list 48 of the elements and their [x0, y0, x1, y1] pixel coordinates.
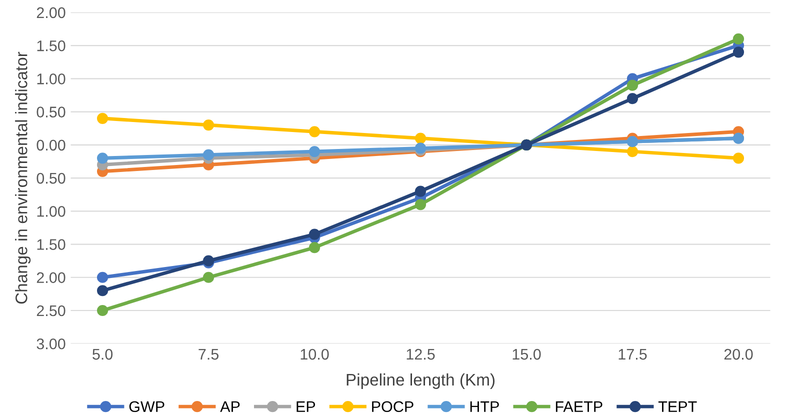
- x-tick-label: 12.5: [406, 348, 435, 360]
- x-tick-label: 15.0: [512, 348, 541, 360]
- x-tick-label: 5.0: [92, 348, 113, 360]
- y-tick-label: 2.00: [36, 7, 66, 18]
- legend-label: EP: [296, 401, 316, 412]
- y-tick-label: 0.00: [36, 140, 66, 151]
- legend-label: TEPT: [658, 401, 697, 412]
- point: [626, 80, 638, 91]
- y-tick-label: 0.50: [36, 172, 66, 184]
- legend-label: FAETP: [556, 401, 602, 412]
- point: [732, 33, 744, 44]
- x-axis-title: Pipeline length (Km): [346, 373, 495, 389]
- point: [202, 272, 214, 283]
- y-tick-label: 1.50: [37, 40, 66, 52]
- point: [626, 92, 638, 104]
- y-tick-label: 0.50: [36, 106, 66, 118]
- point: [732, 152, 744, 164]
- y-tick-label: 2.50: [36, 305, 66, 316]
- point: [414, 198, 426, 210]
- point: [202, 149, 214, 160]
- x-tick-label: 20.0: [724, 348, 753, 360]
- point: [202, 119, 214, 131]
- point: [414, 186, 426, 197]
- y-axis-title: Change in environmental indicator: [15, 52, 31, 304]
- x-tick-label: 10.0: [300, 348, 329, 360]
- legend-label: GWP: [129, 401, 164, 412]
- legend-label: HTP: [470, 401, 499, 412]
- point: [414, 132, 426, 144]
- point: [308, 242, 320, 254]
- point: [96, 285, 108, 296]
- y-tick-label: 3.00: [36, 338, 66, 350]
- point: [308, 146, 320, 158]
- y-tick-label: 1.00: [37, 74, 66, 84]
- legend-label: POCP: [372, 401, 414, 412]
- point: [308, 126, 320, 138]
- point: [96, 304, 108, 316]
- y-tick-label: 1.00: [37, 206, 66, 217]
- y-tick-label: 1.50: [37, 239, 66, 250]
- point: [96, 112, 108, 124]
- point: [96, 152, 108, 164]
- y-tick-label: 2.00: [36, 272, 66, 284]
- x-tick-label: 7.5: [198, 349, 219, 360]
- point: [308, 228, 320, 240]
- x-tick-label: 17.5: [618, 349, 647, 360]
- point: [626, 146, 638, 158]
- point: [96, 272, 108, 283]
- legend-label: AP: [220, 401, 240, 412]
- point: [732, 46, 744, 58]
